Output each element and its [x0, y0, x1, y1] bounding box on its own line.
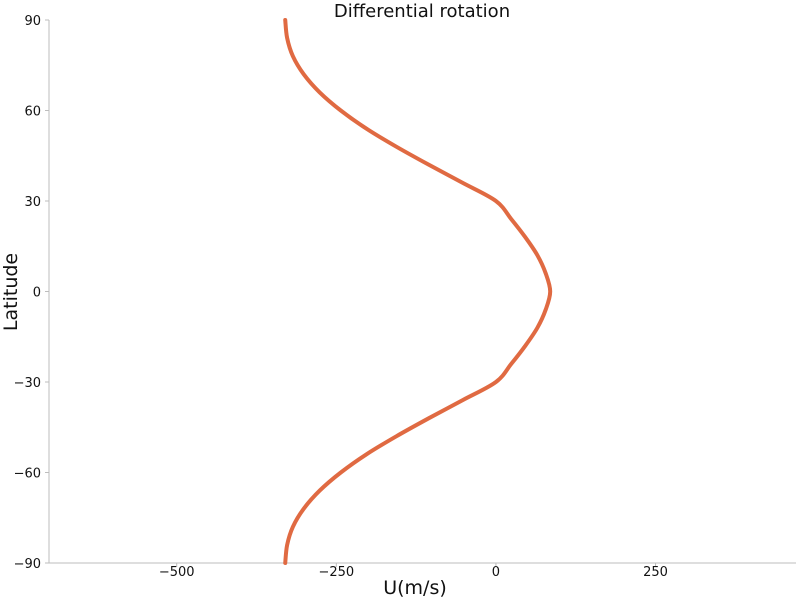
- series-layer: [283, 18, 553, 565]
- y-tick-label: −30: [14, 376, 41, 391]
- y-tick-label: −90: [14, 557, 41, 572]
- y-tick-label: 90: [24, 14, 41, 29]
- y-axis-label: Latitude: [0, 253, 22, 331]
- x-axis-ticks: −500 −250 0 250: [159, 563, 668, 580]
- x-tick-label: −500: [159, 565, 195, 580]
- y-tick-label: 0: [33, 286, 41, 301]
- x-axis-label: U(m/s): [383, 577, 447, 597]
- y-tick-label: −60: [14, 467, 41, 482]
- series-line: [283, 18, 553, 565]
- x-tick-label: −250: [318, 565, 354, 580]
- x-tick-label: 250: [643, 565, 668, 580]
- y-tick-label: 30: [24, 195, 41, 210]
- y-axis-ticks: −90 −60 −30 0 30 60 90: [14, 14, 49, 572]
- y-tick-label: 60: [24, 105, 41, 120]
- x-tick-label: 0: [492, 565, 500, 580]
- chart-title: Differential rotation: [334, 1, 510, 22]
